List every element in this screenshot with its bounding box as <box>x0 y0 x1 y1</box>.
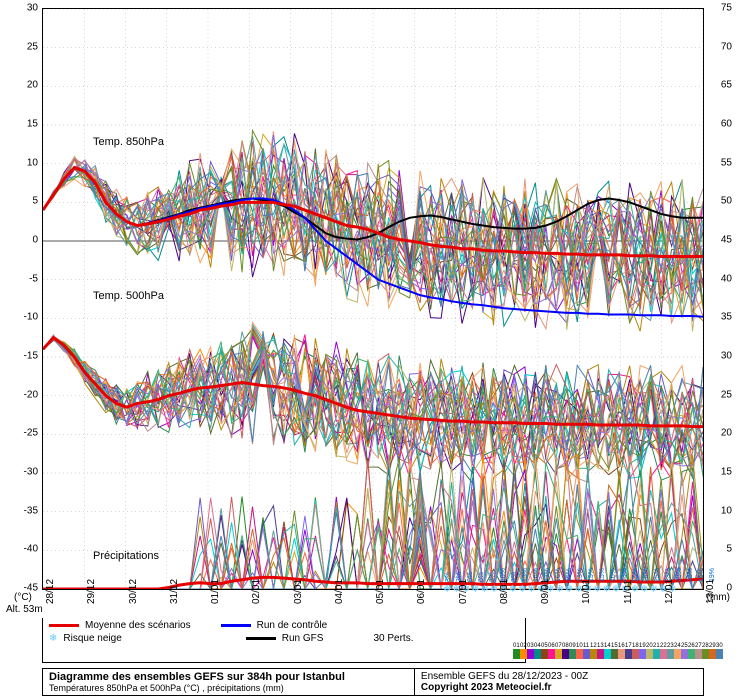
legend-control: Run de contrôle <box>257 620 328 631</box>
altitude-label: Alt. 53m <box>6 604 43 615</box>
chart-svg: Temp. 850hPa Temp. 500hPa Précipitations <box>43 9 703 589</box>
footer: Diagramme des ensembles GEFS sur 384h po… <box>42 668 704 696</box>
footer-title: Diagramme des ensembles GEFS sur 384h po… <box>49 671 408 683</box>
footer-copyright: Copyright 2023 Meteociel.fr <box>421 682 697 693</box>
chart-container: Temp. 850hPa Temp. 500hPa Précipitations 3… <box>0 0 740 700</box>
footer-run-info: Ensemble GEFS du 28/12/2023 - 00Z <box>421 671 697 682</box>
legend: Moyenne des scénarios Run de contrôle ❄R… <box>42 618 526 663</box>
legend-gfs: Run GFS <box>282 633 324 644</box>
svg-text:Temp. 500hPa: Temp. 500hPa <box>93 290 165 302</box>
legend-snow: Risque neige <box>63 633 121 644</box>
member-color-strip: 0102030405060708091011121314151617181920… <box>513 643 723 659</box>
plot-area: Temp. 850hPaTemp. 500hPaPrécipitations 3… <box>42 8 704 590</box>
legend-perts: 30 Perts. <box>373 633 413 644</box>
legend-mean: Moyenne des scénarios <box>85 620 191 631</box>
svg-text:Temp. 850hPa: Temp. 850hPa <box>93 136 165 148</box>
y-left-unit: (°C) <box>14 592 32 603</box>
footer-subtitle: Températures 850hPa et 500hPa (°C) , pré… <box>49 683 408 693</box>
svg-text:Précipitations: Précipitations <box>93 550 160 562</box>
